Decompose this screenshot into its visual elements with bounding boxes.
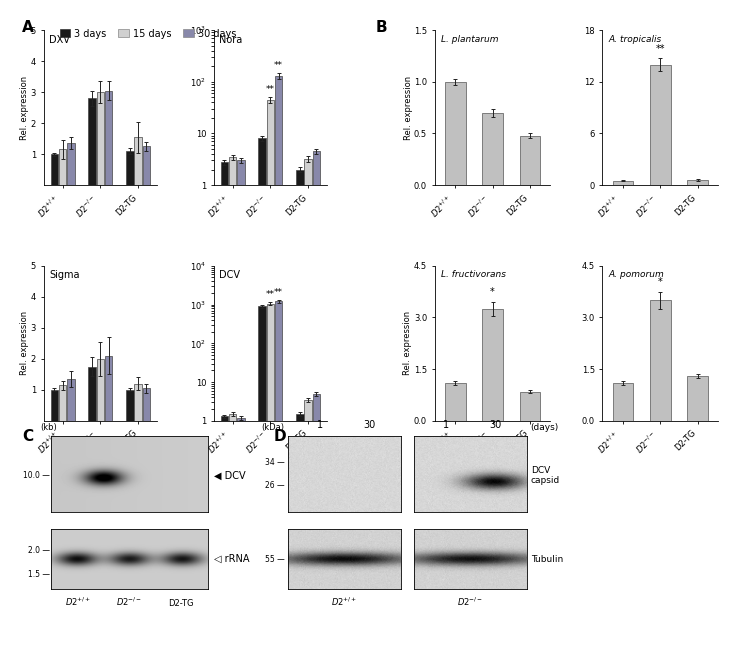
Bar — [483, 309, 503, 421]
Bar — [50, 390, 58, 421]
Bar — [520, 136, 540, 185]
Y-axis label: Rel. expression: Rel. expression — [20, 311, 29, 375]
Bar — [296, 170, 303, 668]
Bar — [275, 76, 282, 668]
Bar — [612, 383, 634, 421]
Bar — [126, 390, 133, 421]
Bar — [313, 152, 320, 668]
Text: DXV: DXV — [50, 35, 70, 45]
Bar — [237, 418, 245, 668]
Text: C: C — [22, 429, 33, 444]
Text: **: ** — [655, 44, 665, 54]
Text: DCV: DCV — [219, 271, 241, 281]
Y-axis label: Rel. expression: Rel. expression — [20, 75, 29, 140]
Bar — [221, 162, 228, 668]
Text: 26 —: 26 — — [265, 481, 285, 490]
Bar — [445, 81, 466, 185]
Y-axis label: Rel. expression: Rel. expression — [403, 311, 413, 375]
Bar — [305, 159, 312, 668]
Bar — [258, 307, 266, 668]
Text: ◀ DCV: ◀ DCV — [214, 470, 245, 480]
Text: $D2^{-/-}$: $D2^{-/-}$ — [458, 595, 483, 608]
Text: $D2^{+/+}$: $D2^{+/+}$ — [331, 595, 358, 608]
Bar — [520, 391, 540, 421]
Bar — [650, 65, 671, 185]
Bar — [67, 143, 74, 185]
Text: *: * — [658, 277, 663, 287]
Bar — [313, 393, 320, 668]
Text: 1: 1 — [443, 420, 449, 430]
Bar — [237, 160, 245, 668]
Text: Nora: Nora — [219, 35, 243, 45]
Text: D2-TG: D2-TG — [168, 599, 194, 608]
Bar — [134, 137, 142, 185]
Bar — [88, 367, 95, 421]
Text: (days): (days) — [531, 423, 559, 432]
Bar — [275, 301, 282, 668]
Text: 2.0 —: 2.0 — — [28, 546, 50, 554]
Text: Tubulin: Tubulin — [531, 554, 563, 564]
Text: 30: 30 — [489, 420, 502, 430]
Text: capsid: capsid — [531, 476, 560, 484]
Text: (kDa): (kDa) — [261, 424, 284, 432]
Bar — [267, 304, 274, 668]
Bar — [650, 300, 671, 421]
Bar — [229, 157, 236, 668]
Bar — [445, 383, 466, 421]
Bar — [59, 150, 66, 185]
Text: L. fructivorans: L. fructivorans — [440, 271, 505, 279]
Bar — [143, 146, 150, 185]
Text: Sigma: Sigma — [50, 271, 80, 281]
Text: **: ** — [274, 61, 283, 70]
Bar — [267, 100, 274, 668]
Bar — [50, 154, 58, 185]
Text: 1: 1 — [316, 420, 323, 430]
Bar — [105, 91, 112, 185]
Text: A. pomorum: A. pomorum — [608, 271, 664, 279]
Text: B: B — [375, 20, 387, 35]
Bar — [88, 98, 95, 185]
Text: A: A — [22, 20, 34, 35]
Bar — [296, 414, 303, 668]
Bar — [134, 383, 142, 421]
Text: DCV: DCV — [531, 466, 550, 474]
Text: A. tropicalis: A. tropicalis — [608, 35, 661, 43]
Text: (kb): (kb) — [40, 424, 57, 432]
Text: 30: 30 — [363, 420, 375, 430]
Text: **: ** — [266, 291, 275, 299]
Bar — [296, 190, 303, 668]
Text: 1.5 —: 1.5 — — [28, 570, 50, 578]
Text: *: * — [490, 287, 495, 297]
Text: $D2^{+/+}$: $D2^{+/+}$ — [65, 595, 91, 608]
Text: 10.0 —: 10.0 — — [23, 471, 50, 480]
Text: L. plantarum: L. plantarum — [440, 35, 498, 43]
Bar — [221, 416, 228, 668]
Bar — [143, 388, 150, 421]
Bar — [612, 181, 634, 185]
Y-axis label: Rel. expression: Rel. expression — [404, 75, 413, 140]
Text: ◁ rRNA: ◁ rRNA — [214, 554, 249, 564]
Bar — [67, 379, 74, 421]
Text: $D2^{-/-}$: $D2^{-/-}$ — [117, 595, 142, 608]
Text: 55 —: 55 — — [265, 554, 285, 564]
Bar — [687, 180, 708, 185]
Bar — [97, 92, 104, 185]
Bar — [296, 424, 303, 668]
Text: **: ** — [266, 85, 275, 94]
Bar — [105, 355, 112, 421]
Text: **: ** — [274, 288, 283, 297]
Text: 34 —: 34 — — [265, 458, 285, 467]
Bar — [97, 359, 104, 421]
Bar — [305, 399, 312, 668]
Bar — [483, 113, 503, 185]
Bar — [59, 385, 66, 421]
Text: D: D — [273, 429, 286, 444]
Bar — [687, 376, 708, 421]
Bar — [126, 151, 133, 185]
Bar — [258, 138, 266, 668]
Legend: 3 days, 15 days, 30 days: 3 days, 15 days, 30 days — [56, 25, 240, 43]
Bar — [229, 414, 236, 668]
